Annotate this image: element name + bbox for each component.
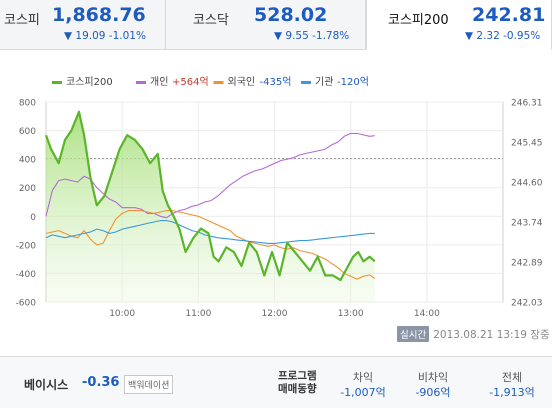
series-line-0 xyxy=(44,110,376,282)
chart-legend: 코스피200 개인 +564억 외국인 -435억 기관 -120억 xyxy=(52,76,369,88)
summary-bar: 베이시스 -0.36 백워데이션 프로그램 매매동향 차익 -1,007억 비차… xyxy=(0,356,552,408)
legend-value: +564억 xyxy=(172,76,209,88)
left-tick-label: 400 xyxy=(19,156,36,166)
series-line-1 xyxy=(45,132,375,219)
left-tick-label: -600 xyxy=(16,299,37,309)
tab-change: ▼ 2.32 -0.95% xyxy=(465,30,541,42)
basis-label: 베이시스 xyxy=(24,378,69,392)
legend-swatch xyxy=(52,81,62,84)
tab-name: 코스피 xyxy=(4,13,40,28)
timestamp-text: 2013.08.21 13:19 장중 xyxy=(433,329,550,341)
stat-total: 전체 -1,913억 xyxy=(482,370,542,400)
backwardation-badge: 백워데이션 xyxy=(124,375,174,394)
tab-name: 코스닥 xyxy=(193,13,229,28)
realtime-badge: 실시간 xyxy=(397,326,430,342)
stat-value: -1,913억 xyxy=(489,386,535,399)
tab-name: 코스피200 xyxy=(388,13,449,28)
legend-value: -435억 xyxy=(260,76,292,88)
legend-swatch xyxy=(213,81,224,84)
stat-value: -906억 xyxy=(415,386,451,399)
legend-swatch xyxy=(136,81,146,84)
x-tick-label: 10:00 xyxy=(109,309,135,319)
kospi200-area xyxy=(46,111,375,302)
right-tick-label: 246.31 xyxy=(511,99,543,109)
left-tick-label: 600 xyxy=(19,127,36,137)
tab-kosdaq[interactable]: 코스닥 528.02 ▼ 9.55 -1.78% xyxy=(166,0,366,50)
right-tick-label: 245.45 xyxy=(511,139,543,149)
series-lines xyxy=(44,110,376,282)
x-tick-label: 14:00 xyxy=(414,309,440,319)
right-tick-label: 242.89 xyxy=(511,258,543,268)
right-tick-label: 243.74 xyxy=(511,219,543,229)
legend-label: 개인 xyxy=(150,76,168,88)
right-axis-labels: 242.03 242.89 243.74 244.60 245.45 246.31 xyxy=(511,99,543,309)
program-label-line2: 매매동향 xyxy=(278,383,317,395)
tab-kospi[interactable]: 코스피 1,868.76 ▼ 19.09 -1.01% xyxy=(0,0,166,50)
legend-swatch xyxy=(301,81,311,84)
x-tick-label: 12:00 xyxy=(262,309,288,319)
series-line-3 xyxy=(45,220,375,244)
left-axis-labels: -600 -400 -200 0 200 400 600 800 xyxy=(16,99,37,309)
legend-label: 외국인 xyxy=(228,76,256,88)
stat-header: 비차익 xyxy=(417,371,449,384)
stat-header: 전체 xyxy=(501,371,523,384)
tab-kospi200[interactable]: 코스피200 242.81 ▼ 2.32 -0.95% xyxy=(366,0,552,50)
tab-change: ▼ 19.09 -1.01% xyxy=(64,30,146,42)
legend-label: 코스피200 xyxy=(66,76,113,88)
left-tick-label: -200 xyxy=(16,241,37,251)
stat-header: 차익 xyxy=(352,371,374,384)
legend-value: -120억 xyxy=(337,76,369,88)
stat-arbitrage: 차익 -1,007억 xyxy=(333,370,393,400)
basis-value: -0.36 xyxy=(82,375,120,390)
x-axis-labels: 10:00 11:00 12:00 13:00 14:00 xyxy=(109,309,440,319)
kospi200-area-fill xyxy=(46,111,375,302)
x-tick-label: 11:00 xyxy=(185,309,211,319)
program-label-line1: 프로그램 xyxy=(278,370,317,382)
timestamp: 실시간 2013.08.21 13:19 장중 xyxy=(397,326,550,342)
tab-change: ▼ 9.55 -1.78% xyxy=(274,30,350,42)
investor-trend-chart: 코스피200 개인 +564억 외국인 -435억 기관 -120억 -600 -400 -20… xyxy=(16,76,543,319)
right-tick-label: 242.03 xyxy=(511,299,543,309)
stat-non-arbitrage: 비차익 -906억 xyxy=(403,370,463,400)
left-tick-label: 200 xyxy=(19,184,36,194)
series-line-2 xyxy=(45,210,376,280)
left-tick-label: 800 xyxy=(19,99,36,109)
index-tabs: 코스피 1,868.76 ▼ 19.09 -1.01% 코스닥 528.02 ▼… xyxy=(0,0,552,50)
stat-value: -1,007억 xyxy=(340,386,386,399)
left-tick-label: -400 xyxy=(16,270,37,280)
tab-value: 1,868.76 xyxy=(52,4,146,26)
program-trading-label: 프로그램 매매동향 xyxy=(278,370,317,396)
left-tick-label: 0 xyxy=(30,213,36,223)
legend-label: 기관 xyxy=(315,76,333,88)
right-tick-label: 244.60 xyxy=(511,178,543,188)
tab-value: 528.02 xyxy=(254,4,328,26)
x-tick-label: 13:00 xyxy=(338,309,364,319)
tab-value: 242.81 xyxy=(472,4,546,26)
